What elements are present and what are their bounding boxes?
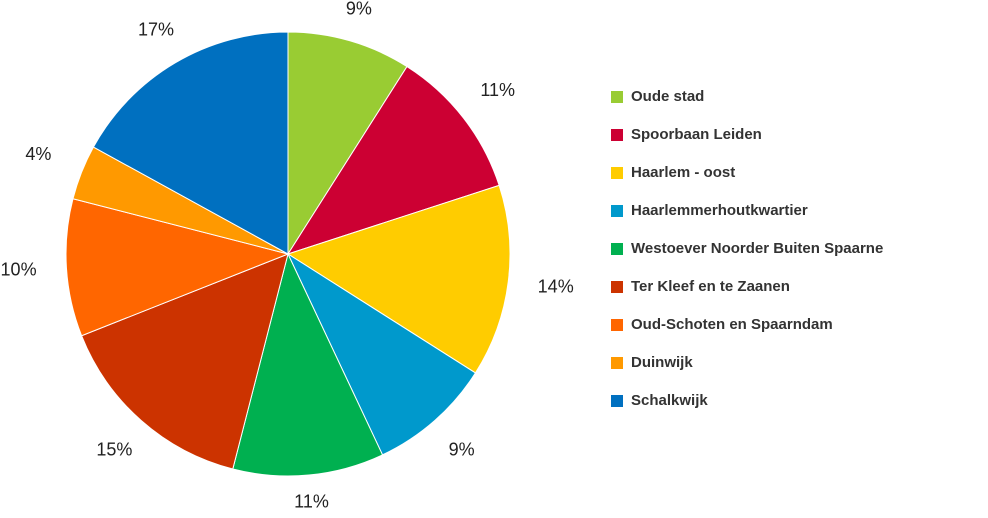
pie-slice [232, 252, 384, 477]
data-label: 4% [25, 144, 51, 164]
data-label: 11% [294, 492, 329, 512]
legend-label: Oude stad [631, 88, 704, 105]
legend-label: Oud-Schoten en Spaarndam [631, 316, 833, 333]
legend-swatch [611, 281, 623, 293]
data-label: 17% [138, 20, 174, 40]
data-label: 9% [346, 0, 372, 19]
legend-swatch [611, 167, 623, 179]
data-label: 15% [96, 440, 132, 460]
data-label: 10% [1, 260, 37, 280]
legend-swatch [611, 129, 623, 141]
pie-slice [92, 31, 289, 255]
pie-slice [286, 252, 477, 456]
pie-slice [287, 31, 408, 256]
pie-slice [65, 198, 290, 337]
legend-label: Haarlem - oost [631, 164, 735, 181]
legend-label: Spoorbaan Leiden [631, 126, 762, 143]
legend-label: Ter Kleef en te Zaanen [631, 278, 790, 295]
legend-swatch [611, 395, 623, 407]
legend-label: Duinwijk [631, 354, 693, 371]
legend-swatch [611, 319, 623, 331]
legend-swatch [611, 243, 623, 255]
legend-swatch [611, 205, 623, 217]
data-label: 14% [538, 277, 574, 297]
pie-slice [286, 65, 500, 255]
pie-slice [80, 253, 289, 470]
data-label: 9% [449, 440, 475, 460]
legend-swatch [611, 357, 623, 369]
legend-label: Westoever Noorder Buiten Spaarne [631, 240, 883, 257]
data-label: 11% [480, 80, 515, 100]
pie-slice [286, 184, 511, 374]
legend-swatch [611, 91, 623, 103]
legend-label: Haarlemmerhoutkwartier [631, 202, 808, 219]
legend-label: Schalkwijk [631, 392, 708, 409]
